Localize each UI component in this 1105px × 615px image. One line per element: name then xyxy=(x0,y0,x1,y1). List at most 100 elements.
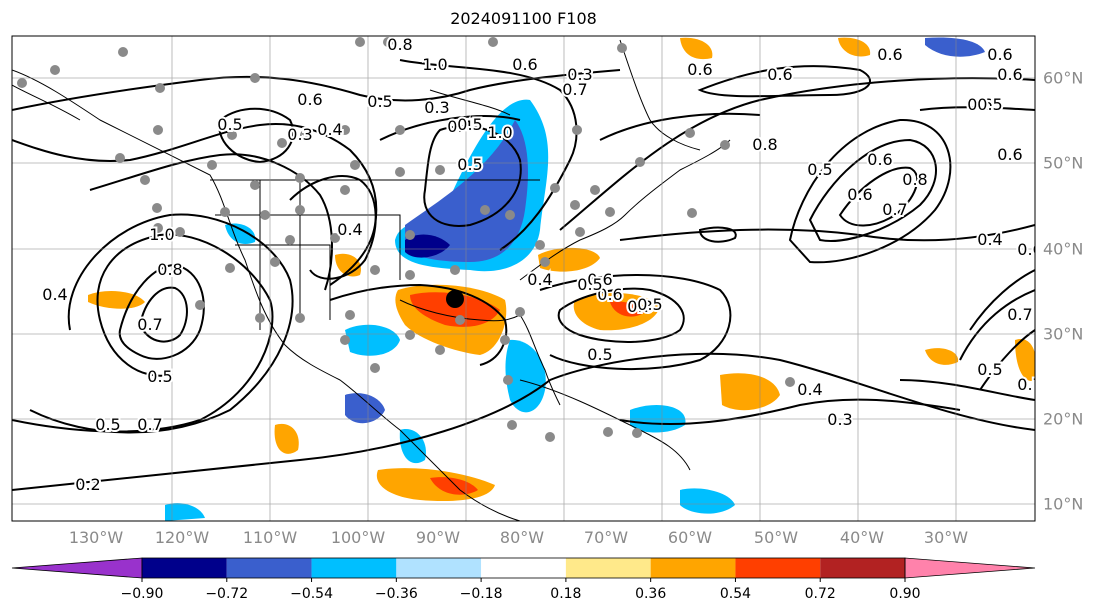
contour-label-halo: 0.6 xyxy=(687,60,712,79)
contour-label-halo: 1.0 xyxy=(422,55,447,74)
contour-label: 0.5 xyxy=(457,115,482,134)
contour-label-halo: 0.6 xyxy=(297,90,322,109)
lon-label: 130°W xyxy=(68,528,124,547)
contour-label: 1.0 xyxy=(422,55,447,74)
contour-label: 0.8 xyxy=(902,170,927,189)
colorbar-tick-label: −0.54 xyxy=(290,586,333,602)
lon-label: 100°W xyxy=(330,528,386,547)
negative-anomaly-region xyxy=(345,324,400,356)
contour-label: 0.5 xyxy=(577,275,602,294)
contour-label-halo: 0.6 xyxy=(877,45,902,64)
colorbar-tick-label: −0.36 xyxy=(374,586,418,602)
contour-label-halo: 0.7 xyxy=(1017,375,1042,394)
contour-label-halo: 1.0 xyxy=(487,123,512,142)
contour-label-halo: 0.5 xyxy=(367,92,392,111)
contour-label-halo: 0.5 xyxy=(95,415,120,434)
lat-label: 40°N xyxy=(1043,239,1084,259)
contour-label-halo: 0.5 xyxy=(977,95,1002,114)
contour-label: 0.4 xyxy=(42,285,67,304)
negative-anomaly-region xyxy=(345,393,385,424)
contour-label: 0.7 xyxy=(882,200,907,219)
colorbar-tick-label: −0.72 xyxy=(205,586,249,602)
contour-label-halo: 0.3 xyxy=(287,125,312,144)
contour-label: 0.7 xyxy=(137,415,162,434)
contour-label: 0.5 xyxy=(977,360,1002,379)
contour-label: 0.4 xyxy=(337,220,362,239)
contour-label-halo: 0.5 xyxy=(457,155,482,174)
lat-label: 10°N xyxy=(1043,494,1084,514)
positive-anomaly-region xyxy=(680,37,713,60)
contour-label: 0.3 xyxy=(424,98,449,117)
contour-label-halo: 0.6 xyxy=(967,95,992,114)
contour-label-halo: 0.7 xyxy=(137,315,162,334)
strong-positive-region xyxy=(410,292,500,327)
contour-label-halo: 0.6 xyxy=(512,55,537,74)
contour-label: 0.3 xyxy=(827,410,852,429)
contour-label-halo: 0.3 xyxy=(424,98,449,117)
contour-label-halo: 0.7 xyxy=(882,200,907,219)
contour-label-halo: 0.3 xyxy=(567,65,592,84)
contour-label-halo: 0.8 xyxy=(627,297,652,316)
contour-label-halo: 0.6 xyxy=(767,65,792,84)
contour-label-halo: 0.5 xyxy=(977,360,1002,379)
contour-label-halo: 0.2 xyxy=(75,475,100,494)
colorbar-frame xyxy=(141,557,906,579)
contour-label: 1.0 xyxy=(487,123,512,142)
strong-positive-region xyxy=(610,301,645,317)
negative-anomaly-region xyxy=(165,503,205,521)
colorbar-extend-low xyxy=(11,557,143,579)
positive-anomaly-region xyxy=(538,247,600,272)
lon-label: 110°W xyxy=(242,528,298,547)
contour-label: 0.6 xyxy=(997,65,1022,84)
colorbar-swatch xyxy=(820,558,905,578)
contour-label-halo: 0.5 xyxy=(577,275,602,294)
contour-label-halo: 0.4 xyxy=(317,120,342,139)
colorbar-swatch xyxy=(311,558,397,578)
contour-label: 0.6 xyxy=(597,285,622,304)
colorbar-tick-label: 0.18 xyxy=(550,586,582,602)
contour-label-halo: 1.0 xyxy=(149,225,174,244)
contour-label: 0.3 xyxy=(567,65,592,84)
lat-label: 50°N xyxy=(1043,153,1084,173)
contour-label: 0.6 xyxy=(877,45,902,64)
colorbar-tick-label: 0.36 xyxy=(635,586,667,602)
contour-label: 0.5 xyxy=(457,155,482,174)
contour-label: 0.4 xyxy=(447,117,472,136)
contour-label: 0.8 xyxy=(752,135,777,154)
contour-label-halo: 0.6 xyxy=(867,150,892,169)
colorbar-tick-label: 0.54 xyxy=(719,586,752,602)
contour-label-halo: 0.5 xyxy=(637,295,662,314)
contour-label: 0.6 xyxy=(987,45,1012,64)
colorbar xyxy=(11,557,1036,582)
contour-label: 0.5 xyxy=(217,115,242,134)
contour-lines xyxy=(12,59,1035,491)
contour-label-halo: 0.8 xyxy=(752,135,777,154)
contour-label: 0.5 xyxy=(367,92,392,111)
colorbar-swatch xyxy=(142,558,227,578)
contour-label: 0.7 xyxy=(562,80,587,99)
contour-label-halo: 0.4 xyxy=(527,270,552,289)
contour-label-halo: 0.8 xyxy=(157,260,182,279)
contour-label-halo: 0.5 xyxy=(217,115,242,134)
positive-anomaly-region xyxy=(720,373,780,411)
positive-anomaly-region xyxy=(88,290,145,309)
colorbar-swatch xyxy=(226,558,312,578)
contour-label-halo: 0.6 xyxy=(997,65,1022,84)
lon-label: 50°W xyxy=(753,528,799,547)
contour-label: 0.6 xyxy=(1017,240,1042,259)
positive-anomaly-region xyxy=(274,423,299,454)
positive-anomaly-region xyxy=(925,348,959,365)
lon-label: 60°W xyxy=(667,528,713,547)
colorbar-swatch xyxy=(650,558,736,578)
contour-label: 0.6 xyxy=(767,65,792,84)
strong-negative-region xyxy=(405,120,528,262)
lat-label: 30°N xyxy=(1043,324,1084,344)
contour-label: 0.6 xyxy=(687,60,712,79)
lon-label: 120°W xyxy=(154,528,210,547)
contour-label: 0.3 xyxy=(287,125,312,144)
colorbar-tick-label: 0.72 xyxy=(804,586,836,602)
contour-label: 0.6 xyxy=(997,145,1022,164)
contour-label: 0.4 xyxy=(977,230,1002,249)
contour-label: 0.6 xyxy=(297,90,322,109)
